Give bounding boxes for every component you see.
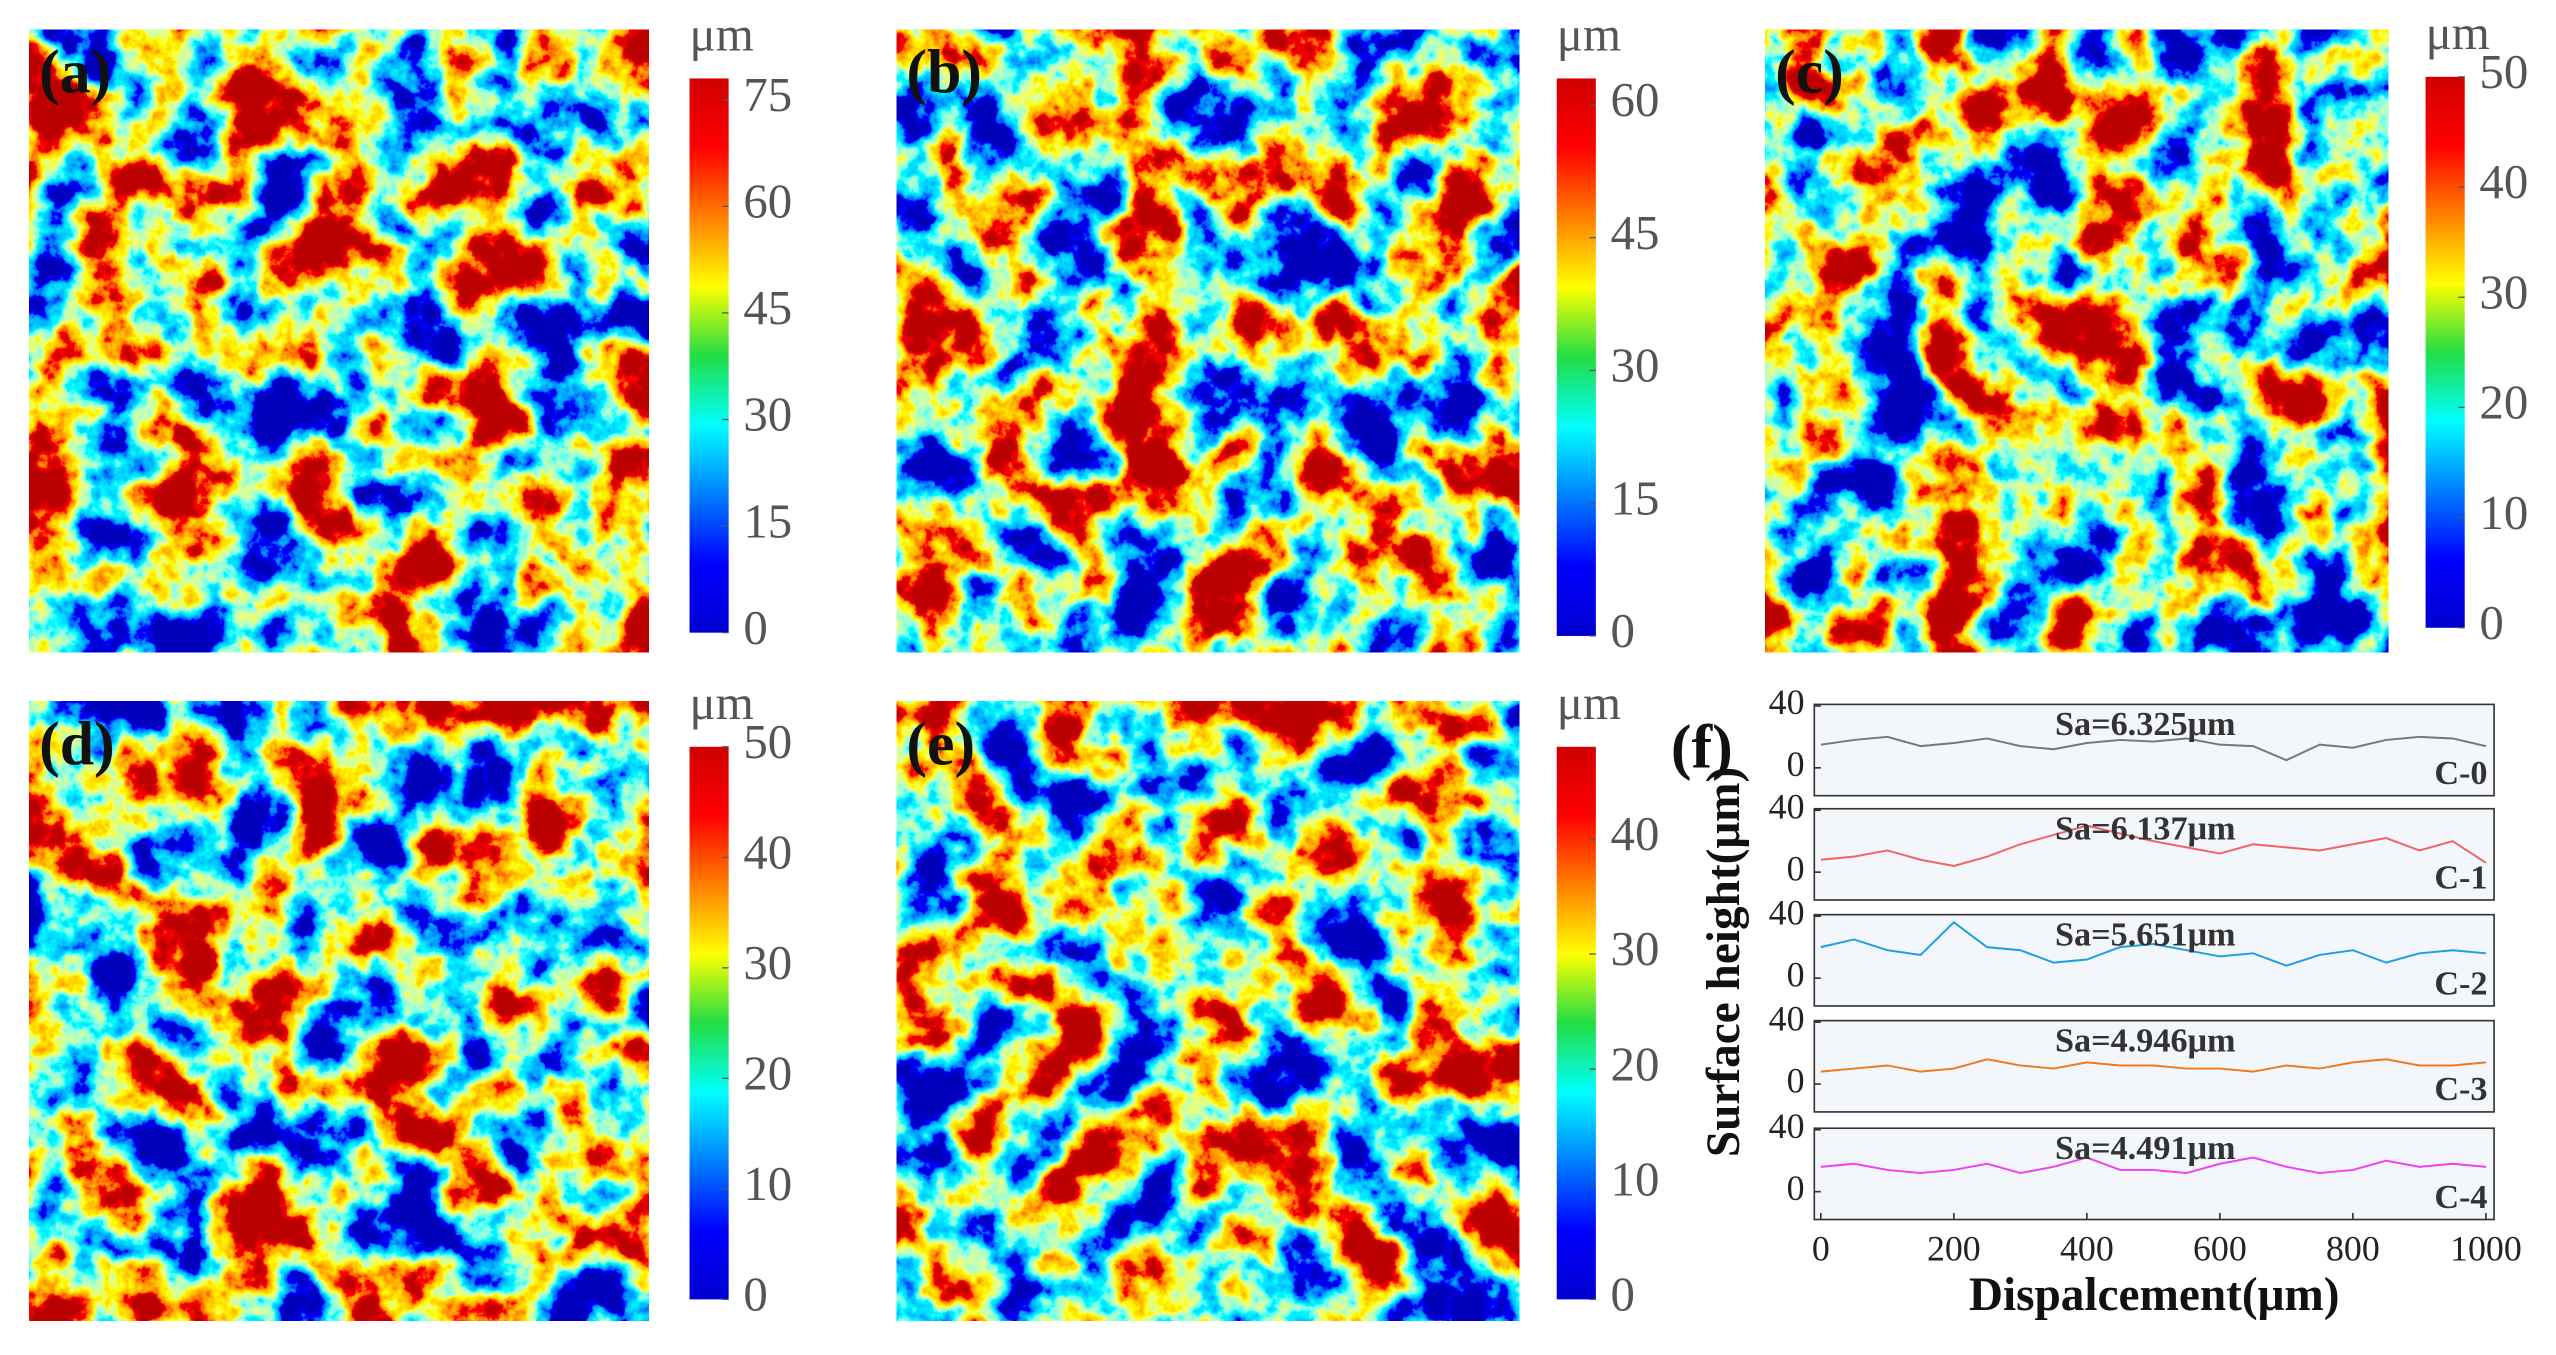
colorbar-tick-label: 40 (743, 825, 792, 880)
colorbar-tick-label: 40 (1611, 806, 1660, 861)
series-name: C-4 (2434, 1178, 2487, 1216)
height-map (29, 701, 649, 1321)
colorbar-unit: μm (1557, 7, 1621, 62)
subplot-frame (1813, 807, 2495, 901)
y-tick-label: 40 (1769, 1106, 1805, 1146)
height-map (29, 29, 649, 653)
x-tick-label: 1000 (2450, 1228, 2522, 1268)
panel-label: (a) (39, 39, 111, 107)
colorbar-tick-label: 50 (743, 714, 792, 769)
series-name: C-2 (2434, 964, 2487, 1002)
colorbar-tick-label: 30 (743, 387, 792, 442)
subplot-frame (1813, 703, 2495, 797)
colorbar-unit: μm (690, 7, 754, 62)
y-tick-label: 0 (1787, 744, 1805, 784)
colorbar-tick-label: 75 (743, 67, 792, 122)
y-tick-label: 40 (1769, 892, 1805, 932)
x-tick-label: 800 (2326, 1228, 2380, 1268)
colorbar-tick-label: 0 (743, 1267, 767, 1322)
height-map (1765, 29, 2389, 653)
y-tick-label: 0 (1787, 1060, 1805, 1100)
panel-label: (f) (1671, 714, 1733, 782)
colorbar-tick-label: 30 (1611, 921, 1660, 976)
colorbar (2425, 76, 2465, 628)
colorbar-tick-label: 10 (1611, 1151, 1660, 1206)
colorbar (1556, 78, 1596, 636)
colorbar-tick-label: 30 (2479, 264, 2528, 319)
sa-annotation: Sa=4.491μm (2055, 1129, 2236, 1167)
colorbar-tick-label: 45 (1611, 205, 1660, 260)
y-tick-label: 0 (1787, 1168, 1805, 1208)
colorbar-tick-label: 10 (743, 1156, 792, 1211)
series-name: C-0 (2434, 754, 2487, 792)
profile-line (1820, 921, 2486, 967)
colorbar-tick-label: 10 (2479, 485, 2528, 540)
colorbar-tick-label: 0 (743, 600, 767, 655)
y-tick-label: 40 (1769, 998, 1805, 1038)
x-tick-label: 200 (1927, 1228, 1981, 1268)
subplot-frame (1813, 1127, 2495, 1221)
panel-label: (b) (906, 39, 982, 107)
colorbar-tick-label: 15 (1611, 470, 1660, 525)
colorbar-tick-label: 30 (743, 935, 792, 990)
series-name: C-3 (2434, 1070, 2487, 1108)
profile-line (1820, 1058, 2486, 1073)
y-tick-label: 0 (1787, 848, 1805, 888)
colorbar-tick-label: 60 (1611, 72, 1660, 127)
sa-annotation: Sa=6.325μm (2055, 705, 2236, 743)
panel-label: (e) (906, 710, 975, 778)
colorbar-tick-label: 20 (1611, 1036, 1660, 1091)
height-map (896, 29, 1520, 653)
colorbar-tick-label: 60 (743, 174, 792, 229)
x-tick-label: 400 (2060, 1228, 2114, 1268)
x-axis-label: Dispalcement(μm) (1969, 1269, 2340, 1321)
sa-annotation: Sa=5.651μm (2055, 915, 2236, 953)
sa-annotation: Sa=4.946μm (2055, 1021, 2236, 1059)
series-name: C-1 (2434, 858, 2487, 896)
colorbar-tick-label: 20 (2479, 375, 2528, 430)
colorbar (689, 78, 729, 633)
colorbar-tick-label: 40 (2479, 154, 2528, 209)
colorbar (1556, 746, 1596, 1300)
colorbar-unit: μm (2426, 5, 2490, 60)
y-tick-label: 0 (1787, 954, 1805, 994)
colorbar-tick-label: 0 (2479, 595, 2503, 650)
x-tick-label: 600 (2193, 1228, 2247, 1268)
colorbar-tick-label: 0 (1611, 1267, 1635, 1322)
profile-line (1820, 735, 2487, 762)
panel-label: (c) (1775, 39, 1844, 107)
colorbar (689, 746, 729, 1300)
colorbar-tick-label: 20 (743, 1046, 792, 1101)
sa-annotation: Sa=6.137μm (2055, 809, 2236, 847)
profile-line (1820, 824, 2487, 867)
height-map (896, 701, 1520, 1321)
colorbar-tick-label: 15 (743, 493, 792, 548)
x-tick-label: 0 (1812, 1228, 1830, 1268)
profile-line (1820, 1156, 2486, 1175)
colorbar-unit: μm (1557, 675, 1621, 730)
colorbar-tick-label: 50 (2479, 44, 2528, 99)
colorbar-tick-label: 0 (1611, 603, 1635, 658)
y-tick-label: 40 (1769, 787, 1805, 827)
y-axis-label: Surface height(μm) (1698, 767, 1750, 1157)
colorbar-tick-label: 30 (1611, 338, 1660, 393)
colorbar-unit: μm (690, 675, 754, 730)
colorbar-tick-label: 45 (743, 280, 792, 335)
y-tick-label: 40 (1769, 682, 1805, 722)
panel-label: (d) (39, 710, 115, 778)
